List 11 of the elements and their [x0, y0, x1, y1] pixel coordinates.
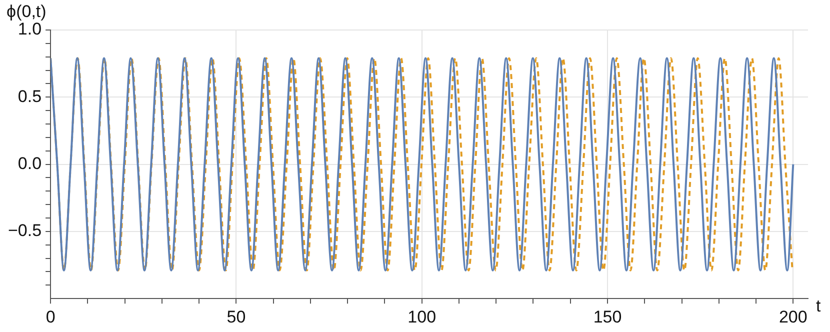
x-tick-label: 100 [408, 307, 436, 326]
y-tick-label: −0.5 [8, 221, 42, 240]
y-tick-label: 0.5 [18, 86, 42, 106]
x-tick-label: 150 [593, 307, 622, 326]
x-tick-label: 50 [226, 307, 246, 326]
x-tick-label: 0 [46, 307, 56, 326]
x-tick-label: 200 [778, 307, 808, 326]
y-tick-label: 0.0 [18, 154, 42, 173]
y-tick-label: 1.0 [18, 20, 42, 39]
y-axis-title: ϕ(0,t) [6, 2, 46, 22]
x-axis-title: t [816, 296, 821, 316]
